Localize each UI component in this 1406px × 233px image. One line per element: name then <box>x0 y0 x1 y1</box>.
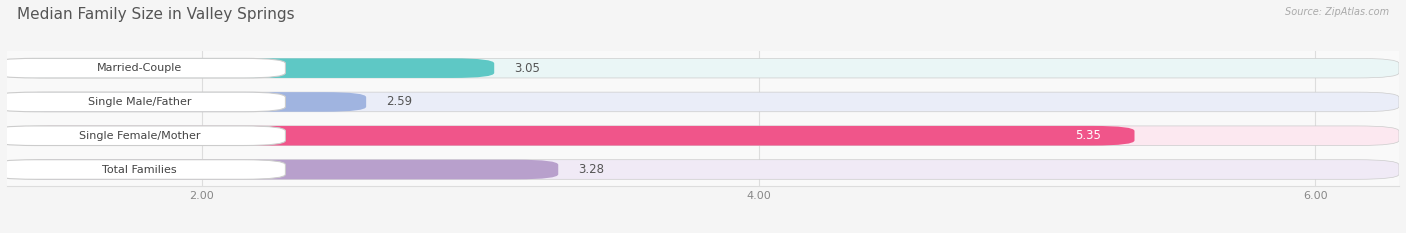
Text: Total Families: Total Families <box>103 164 177 175</box>
FancyBboxPatch shape <box>7 126 1399 146</box>
FancyBboxPatch shape <box>0 126 285 146</box>
FancyBboxPatch shape <box>7 160 558 179</box>
Text: Married-Couple: Married-Couple <box>97 63 181 73</box>
Text: Single Male/Father: Single Male/Father <box>87 97 191 107</box>
Text: Source: ZipAtlas.com: Source: ZipAtlas.com <box>1285 7 1389 17</box>
FancyBboxPatch shape <box>7 92 366 112</box>
Text: 3.05: 3.05 <box>513 62 540 75</box>
Text: 2.59: 2.59 <box>385 96 412 108</box>
Text: 3.28: 3.28 <box>578 163 603 176</box>
FancyBboxPatch shape <box>7 160 1399 179</box>
FancyBboxPatch shape <box>7 58 495 78</box>
Text: 5.35: 5.35 <box>1076 129 1101 142</box>
FancyBboxPatch shape <box>0 92 285 112</box>
FancyBboxPatch shape <box>0 160 285 179</box>
Text: Median Family Size in Valley Springs: Median Family Size in Valley Springs <box>17 7 294 22</box>
FancyBboxPatch shape <box>7 126 1135 146</box>
FancyBboxPatch shape <box>7 58 1399 78</box>
FancyBboxPatch shape <box>7 92 1399 112</box>
FancyBboxPatch shape <box>0 58 285 78</box>
Text: Single Female/Mother: Single Female/Mother <box>79 131 200 141</box>
